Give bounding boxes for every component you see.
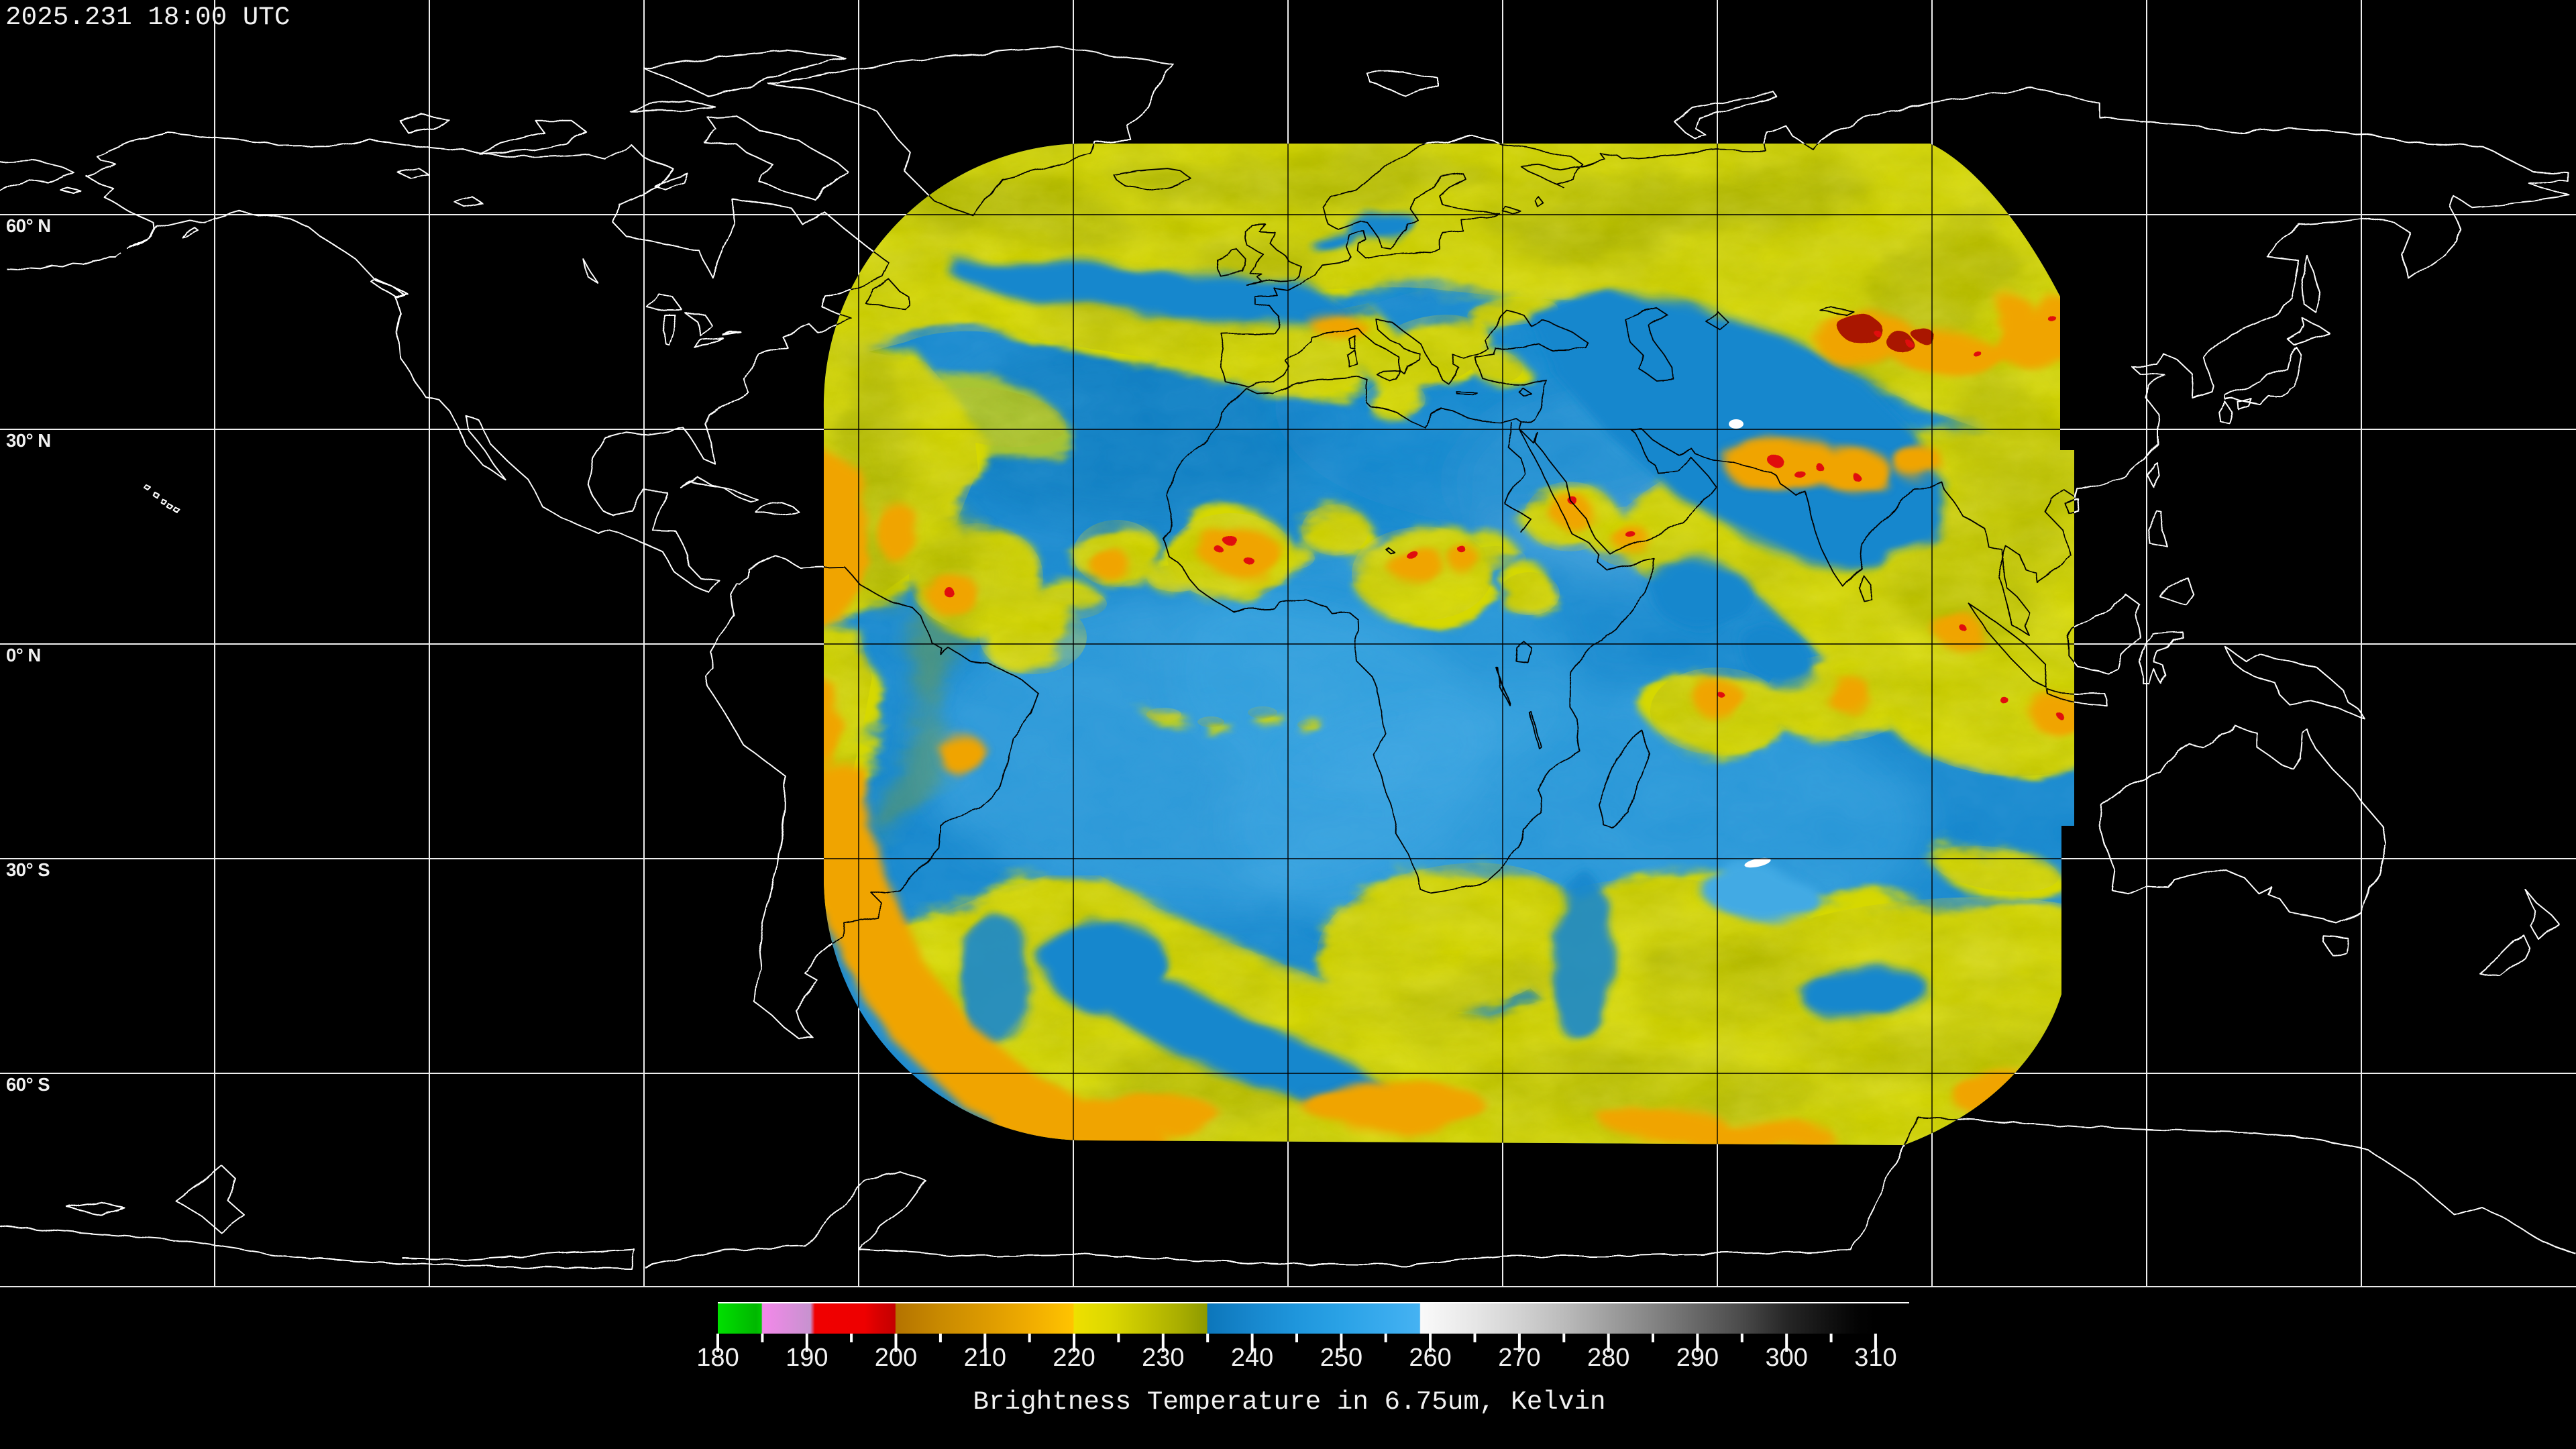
svg-text:250: 250 [1320, 1344, 1362, 1372]
svg-text:280: 280 [1587, 1344, 1629, 1372]
svg-text:270: 270 [1498, 1344, 1540, 1372]
svg-text:0° N: 0° N [6, 645, 41, 665]
svg-text:290: 290 [1676, 1344, 1719, 1372]
svg-text:230: 230 [1142, 1344, 1184, 1372]
svg-text:30° N: 30° N [6, 430, 51, 451]
svg-text:Brightness Temperature in 6.75: Brightness Temperature in 6.75um, Kelvin [973, 1387, 1605, 1417]
svg-text:300: 300 [1765, 1344, 1807, 1372]
svg-text:180: 180 [696, 1344, 739, 1372]
svg-text:2025.231 18:00 UTC: 2025.231 18:00 UTC [5, 2, 290, 32]
svg-text:200: 200 [875, 1344, 917, 1372]
svg-text:240: 240 [1231, 1344, 1273, 1372]
svg-text:310: 310 [1854, 1344, 1896, 1372]
svg-text:190: 190 [786, 1344, 828, 1372]
svg-text:220: 220 [1053, 1344, 1095, 1372]
svg-text:60° S: 60° S [6, 1074, 50, 1095]
svg-text:60° N: 60° N [6, 215, 51, 236]
svg-text:210: 210 [964, 1344, 1006, 1372]
svg-text:260: 260 [1409, 1344, 1451, 1372]
svg-text:30° S: 30° S [6, 859, 50, 880]
